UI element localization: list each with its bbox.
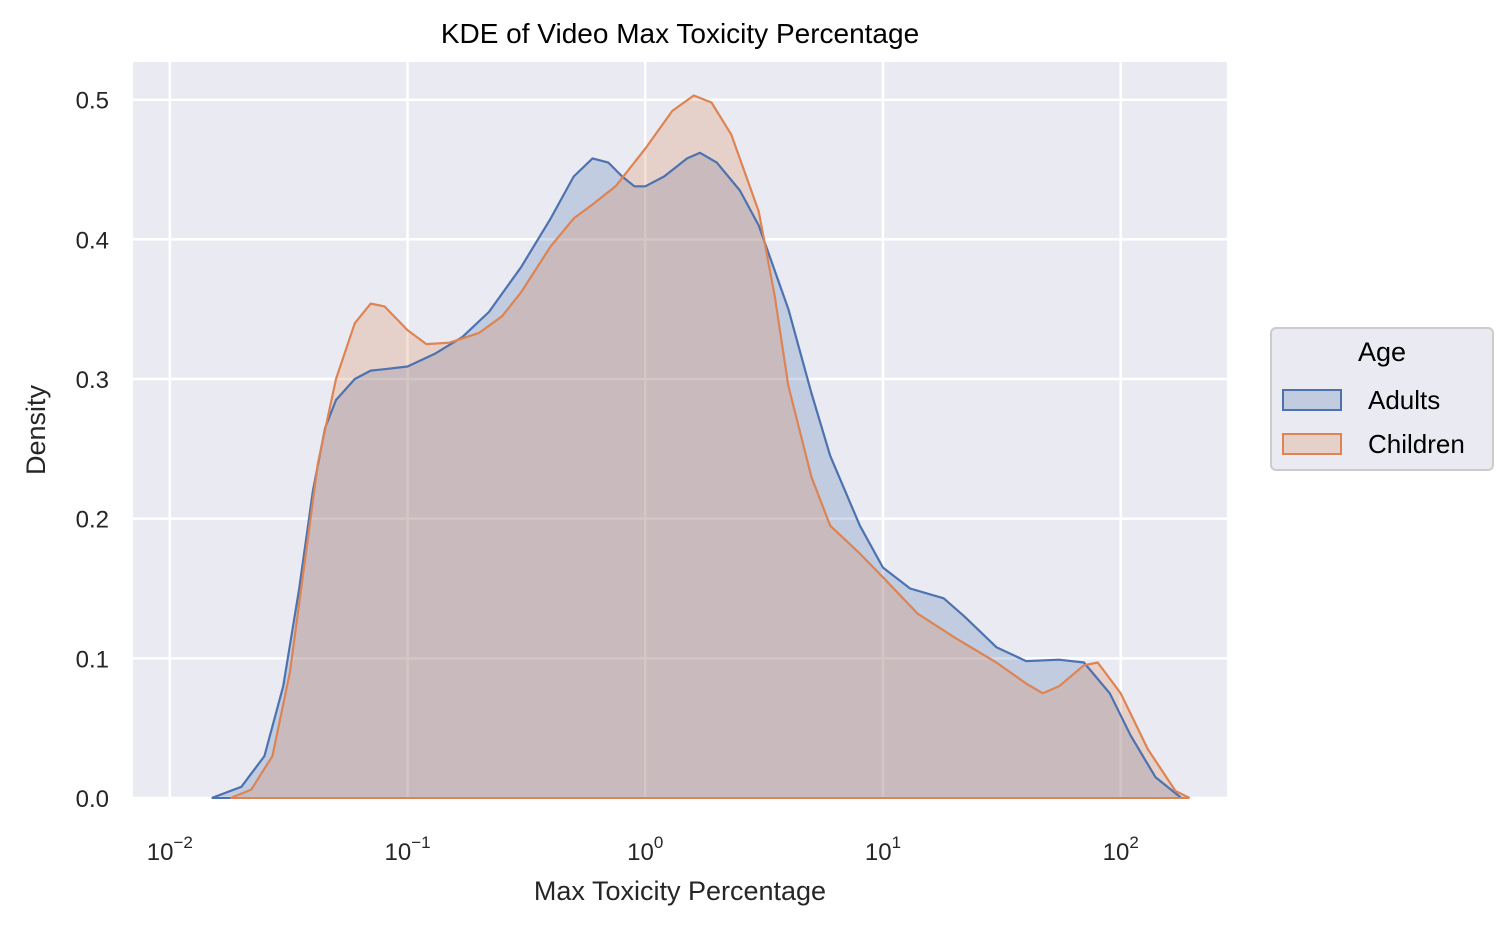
y-axis-label: Density xyxy=(21,384,51,475)
y-tick-label: 0.5 xyxy=(76,88,109,115)
series-line-adults xyxy=(211,151,1183,800)
series-line-children xyxy=(230,94,1191,800)
x-tick-labels: 10−2 10−1 100 101 102 xyxy=(147,833,1139,866)
x-tick-label: 10−2 xyxy=(147,833,193,866)
legend-swatch-children xyxy=(1282,433,1342,455)
x-axis-label: Max Toxicity Percentage xyxy=(534,876,826,906)
legend-swatch-adults xyxy=(1282,389,1342,411)
series-fill-children xyxy=(230,95,1190,798)
legend-item-children: Children xyxy=(1282,429,1465,459)
x-tick-label: 100 xyxy=(627,833,663,866)
chart-title: KDE of Video Max Toxicity Percentage xyxy=(441,18,919,49)
plot-area xyxy=(133,62,1227,798)
legend-title: Age xyxy=(1357,337,1407,367)
y-tick-label: 0.2 xyxy=(76,507,109,534)
legend-label-adults: Adults xyxy=(1368,384,1441,415)
series-layer xyxy=(211,94,1191,800)
legend-item-adults: Adults xyxy=(1282,385,1440,415)
x-tick-label: 101 xyxy=(865,833,901,866)
y-tick-labels: 0.0 0.1 0.2 0.3 0.4 0.5 xyxy=(76,88,109,813)
series-fill-adults xyxy=(211,152,1182,799)
x-tick-label: 10−1 xyxy=(384,833,430,866)
y-tick-label: 0.4 xyxy=(76,227,109,254)
y-tick-label: 0.0 xyxy=(76,786,109,813)
legend-label-children: Children xyxy=(1368,428,1465,459)
y-tick-label: 0.1 xyxy=(76,646,109,673)
y-tick-label: 0.3 xyxy=(76,367,109,394)
x-tick-label: 102 xyxy=(1103,833,1139,866)
legend: Age Adults Children xyxy=(1270,327,1494,471)
gridlines xyxy=(133,62,1227,800)
